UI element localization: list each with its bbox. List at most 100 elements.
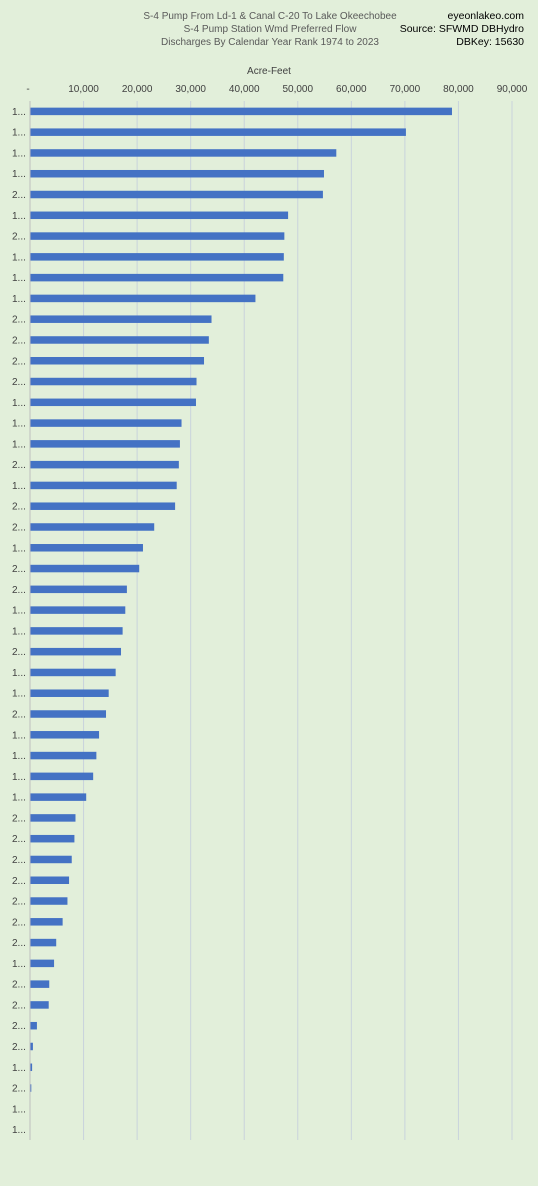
y-tick-label: 1... <box>12 606 26 617</box>
y-tick-label: 1... <box>12 481 26 492</box>
y-tick-label: 1... <box>12 543 26 554</box>
y-tick-label: 2... <box>12 647 26 658</box>
bar <box>30 814 76 822</box>
bar <box>30 897 68 905</box>
y-tick-label: 1... <box>12 169 26 180</box>
y-tick-label: 2... <box>12 1084 26 1095</box>
x-axis-label: Acre-Feet <box>247 66 291 77</box>
bar <box>30 751 97 760</box>
bar <box>30 689 109 697</box>
bar <box>30 128 406 136</box>
bar <box>30 772 94 781</box>
x-tick-label: 60,000 <box>336 84 367 95</box>
bar <box>30 834 75 843</box>
bar <box>30 918 63 926</box>
y-tick-label: 2... <box>12 315 26 326</box>
bar <box>30 1084 32 1092</box>
y-tick-label: 1... <box>12 793 26 804</box>
bar <box>30 273 284 282</box>
y-tick-label: 1... <box>12 772 26 783</box>
bar <box>30 190 323 199</box>
bar <box>30 544 143 552</box>
source-text: Source: SFWMD DBHydro <box>399 23 524 35</box>
x-tick-label: - <box>26 84 29 95</box>
bar <box>30 315 212 323</box>
bar <box>30 564 140 573</box>
bar <box>30 211 289 220</box>
bar <box>30 294 256 303</box>
y-tick-label: 2... <box>12 1000 26 1011</box>
bar <box>30 1042 33 1051</box>
y-tick-label: 1... <box>12 273 26 284</box>
y-tick-label: 2... <box>12 564 26 575</box>
bar <box>30 377 197 386</box>
x-tick-label: 40,000 <box>229 84 260 95</box>
bar <box>30 585 127 594</box>
bar <box>30 710 107 718</box>
y-tick-label: 2... <box>12 876 26 887</box>
y-tick-label: 2... <box>12 980 26 991</box>
y-tick-label: 2... <box>12 855 26 866</box>
x-tick-label: 10,000 <box>68 84 99 95</box>
y-tick-label: 2... <box>12 335 26 346</box>
y-tick-label: 2... <box>12 232 26 243</box>
y-tick-label: 1... <box>12 128 26 139</box>
x-tick-label: 70,000 <box>390 84 421 95</box>
bar <box>30 169 324 178</box>
x-tick-label: 90,000 <box>497 84 528 95</box>
bar <box>30 523 155 531</box>
y-tick-label: 2... <box>12 1042 26 1053</box>
bar <box>30 481 177 490</box>
bar <box>30 460 179 469</box>
y-tick-label: 2... <box>12 460 26 471</box>
y-tick-label: 1... <box>12 107 26 118</box>
y-tick-label: 1... <box>12 689 26 700</box>
bars <box>30 107 452 1092</box>
bar <box>30 253 284 261</box>
bar <box>30 357 205 365</box>
chart-title: S-4 Pump From Ld-1 & Canal C-20 To Lake … <box>110 10 430 49</box>
bar <box>30 647 122 656</box>
bar <box>30 419 182 427</box>
y-tick-label: 1... <box>12 668 26 679</box>
bar <box>30 398 196 407</box>
bar <box>30 959 55 968</box>
y-tick-label: 2... <box>12 502 26 513</box>
bar <box>30 1001 49 1009</box>
site-name: eyeonlakeo.com <box>447 10 524 22</box>
y-tick-labels: 1... 1... 1... 1... 2... 1... 2... 1... 1... 1...… <box>12 107 26 1136</box>
y-tick-label: 2... <box>12 1021 26 1032</box>
bar <box>30 793 87 801</box>
bar <box>30 668 116 677</box>
title-line-3: Discharges By Calendar Year Rank 1974 to… <box>161 37 379 48</box>
y-tick-label: 2... <box>12 710 26 721</box>
bar <box>30 336 209 344</box>
bar <box>30 440 180 448</box>
y-tick-label: 1... <box>12 439 26 450</box>
bar <box>30 731 100 739</box>
y-tick-label: 2... <box>12 897 26 908</box>
y-tick-label: 2... <box>12 813 26 824</box>
y-tick-label: 1... <box>12 1125 26 1136</box>
y-tick-label: 1... <box>12 626 26 637</box>
source-info: eyeonlakeo.com Source: SFWMD DBHydro DBK… <box>400 10 524 49</box>
dbkey-text: DBKey: 15630 <box>456 36 524 48</box>
x-tick-label: 20,000 <box>122 84 153 95</box>
y-tick-label: 2... <box>12 938 26 949</box>
bar <box>30 1063 33 1072</box>
bar <box>30 627 123 635</box>
y-tick-label: 2... <box>12 190 26 201</box>
y-tick-label: 1... <box>12 959 26 970</box>
y-tick-label: 2... <box>12 356 26 367</box>
title-line-1: S-4 Pump From Ld-1 & Canal C-20 To Lake … <box>143 11 397 22</box>
y-tick-label: 1... <box>12 294 26 305</box>
y-tick-label: 2... <box>12 522 26 533</box>
y-tick-label: 1... <box>12 398 26 409</box>
bar <box>30 938 57 947</box>
y-tick-label: 1... <box>12 1063 26 1074</box>
y-tick-label: 1... <box>12 148 26 159</box>
y-tick-label: 1... <box>12 419 26 430</box>
bar <box>30 876 70 884</box>
title-line-2: S-4 Pump Station Wmd Preferred Flow <box>183 24 357 35</box>
